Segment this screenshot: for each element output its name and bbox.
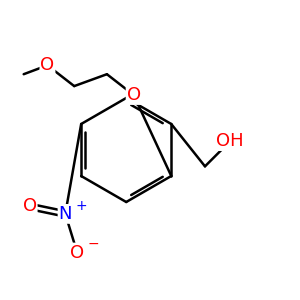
Text: N: N xyxy=(58,205,72,223)
Text: O: O xyxy=(22,197,37,215)
Text: O: O xyxy=(70,244,84,262)
Text: +: + xyxy=(76,200,88,214)
Text: O: O xyxy=(127,86,141,104)
Text: OH: OH xyxy=(216,132,244,150)
Text: O: O xyxy=(40,56,55,74)
Text: −: − xyxy=(88,237,99,250)
